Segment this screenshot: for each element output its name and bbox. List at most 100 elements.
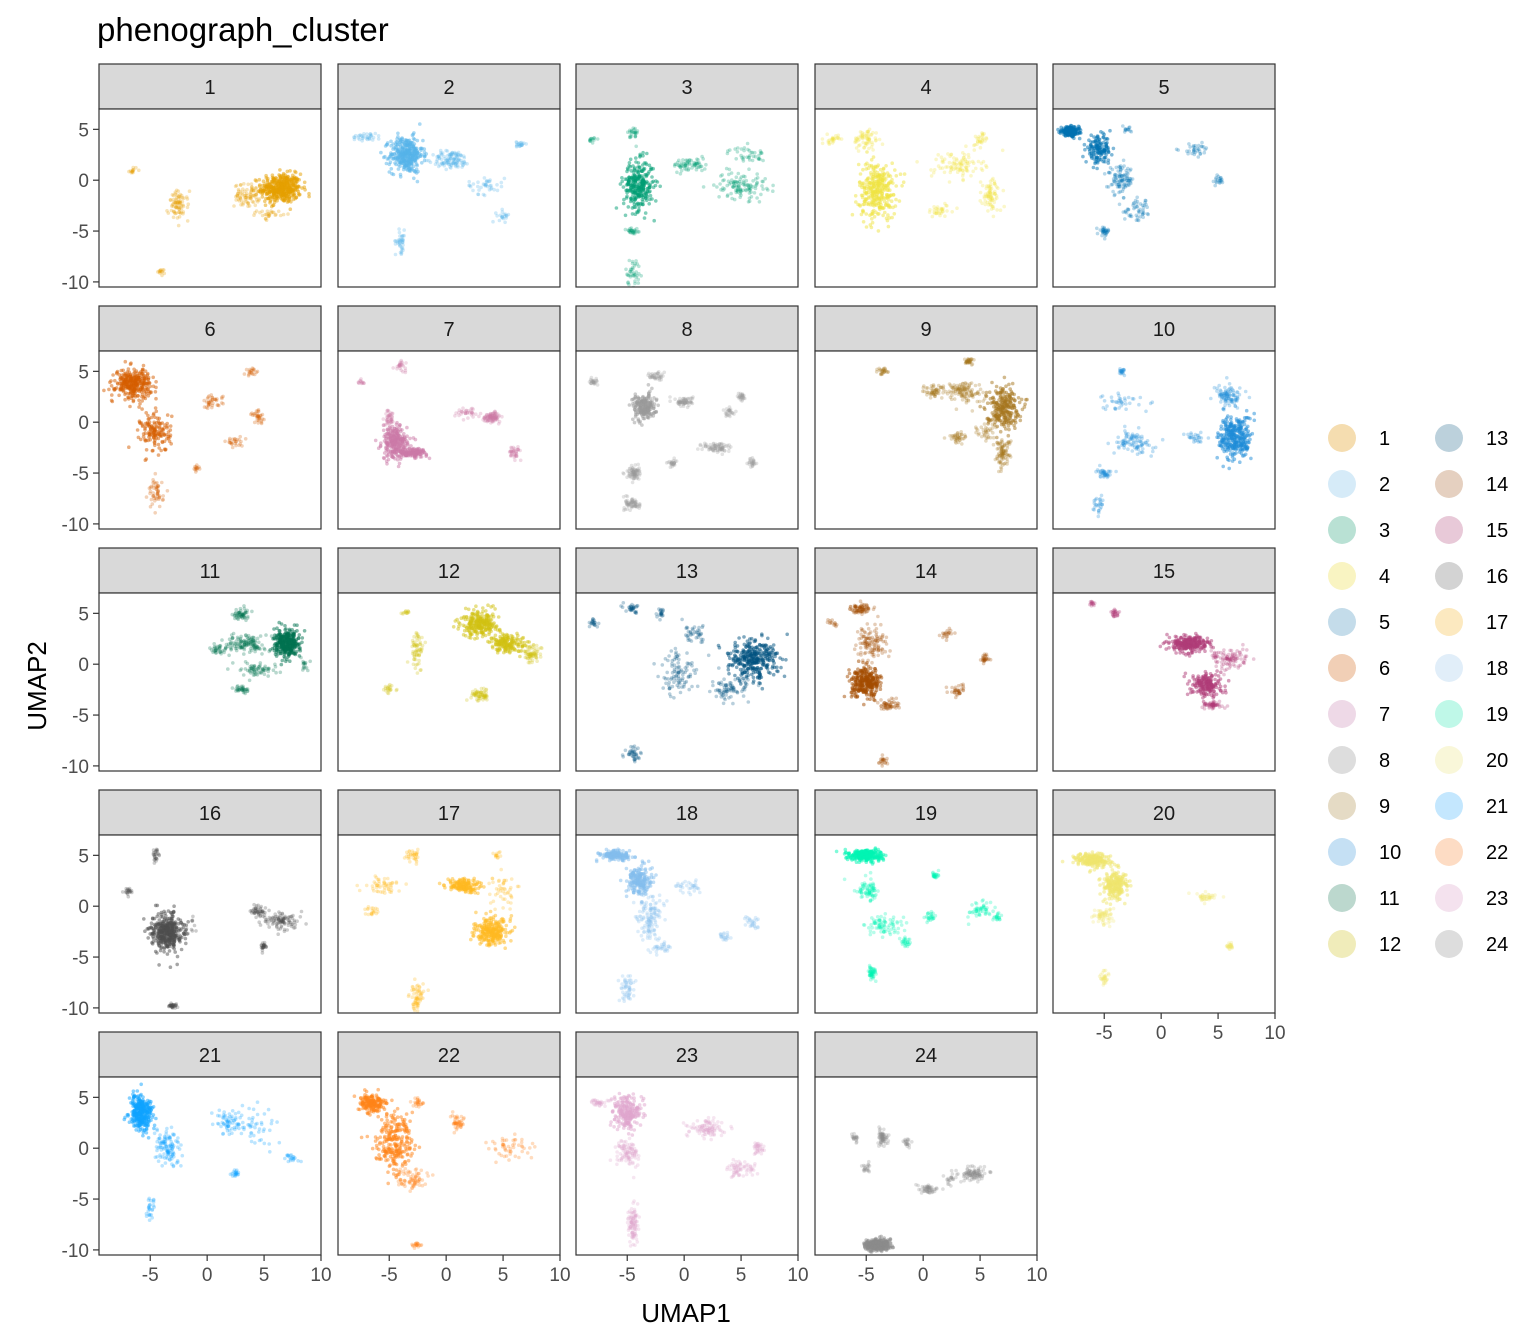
data-point [635, 404, 639, 408]
data-point [386, 415, 391, 419]
data-point [628, 500, 633, 504]
data-point [482, 416, 486, 420]
data-point [709, 446, 713, 451]
data-point [138, 381, 142, 385]
data-point [389, 433, 394, 438]
data-point [984, 165, 989, 169]
data-point [865, 161, 869, 166]
data-point [1090, 144, 1095, 149]
data-point [940, 166, 945, 170]
data-point [650, 386, 654, 391]
data-point [632, 205, 636, 209]
data-point [385, 419, 389, 423]
data-point [751, 179, 755, 183]
data-point [715, 185, 719, 189]
data-point [197, 467, 202, 471]
data-point [206, 403, 211, 407]
data-point [252, 194, 257, 198]
data-point [941, 209, 945, 214]
data-point [982, 131, 986, 136]
data-point [958, 160, 962, 164]
data-point [941, 206, 945, 211]
data-point [708, 446, 713, 451]
data-point [181, 211, 185, 216]
data-point [592, 136, 597, 140]
data-point [445, 158, 450, 162]
data-point [395, 457, 400, 462]
data-point [959, 161, 964, 166]
data-point [682, 397, 687, 402]
data-point [683, 401, 687, 406]
data-point [244, 367, 249, 372]
data-point [1145, 205, 1149, 209]
data-point [517, 144, 522, 149]
data-point [149, 497, 154, 502]
data-point [279, 187, 284, 192]
data-point [875, 174, 880, 179]
facet-plot-border [814, 108, 1038, 288]
data-point [679, 168, 684, 173]
data-point [233, 441, 238, 446]
data-point [722, 178, 726, 182]
data-point [679, 165, 683, 169]
data-point [249, 371, 254, 376]
data-point [244, 195, 248, 200]
data-point [652, 396, 656, 400]
data-point [725, 194, 730, 198]
data-point [975, 139, 980, 144]
data-point [195, 463, 199, 467]
data-point [490, 416, 495, 421]
data-point [986, 194, 990, 198]
data-point [152, 494, 156, 498]
data-point [625, 273, 630, 277]
data-point [194, 470, 198, 474]
data-point [877, 137, 882, 142]
data-point [1112, 193, 1117, 198]
data-point [993, 192, 997, 196]
data-point [977, 140, 982, 144]
data-point [993, 183, 998, 187]
data-point [118, 386, 123, 390]
data-point [396, 131, 400, 136]
data-point [153, 499, 157, 503]
data-point [633, 472, 637, 476]
data-point [147, 389, 151, 394]
data-point [159, 270, 164, 274]
data-point [263, 199, 267, 204]
data-point [979, 167, 984, 171]
data-point [656, 403, 660, 408]
data-point [886, 213, 890, 217]
data-point [250, 188, 255, 192]
data-point [892, 212, 897, 216]
data-point [1117, 173, 1121, 177]
data-point [194, 465, 198, 469]
data-point [511, 450, 516, 454]
data-point [1122, 177, 1127, 181]
data-point [512, 448, 516, 453]
data-point [634, 503, 639, 507]
facet-strip-label: 7 [443, 319, 454, 341]
data-point [629, 128, 634, 133]
data-point [253, 203, 258, 208]
data-point [863, 134, 867, 138]
data-point [492, 411, 497, 416]
data-point [690, 396, 695, 401]
data-point [184, 195, 189, 199]
data-point [174, 198, 179, 203]
data-point [257, 415, 262, 420]
data-point [484, 418, 488, 423]
data-point [409, 444, 413, 448]
data-point [861, 167, 865, 172]
data-point [125, 380, 129, 384]
data-point [683, 163, 687, 167]
data-point [397, 242, 402, 247]
data-point [1134, 218, 1139, 222]
data-point [692, 160, 696, 165]
data-point [677, 399, 681, 404]
data-point [398, 243, 403, 248]
data-point [963, 165, 968, 169]
data-point [490, 419, 495, 423]
data-point [678, 172, 683, 176]
data-point [677, 400, 681, 405]
data-point [625, 498, 630, 503]
